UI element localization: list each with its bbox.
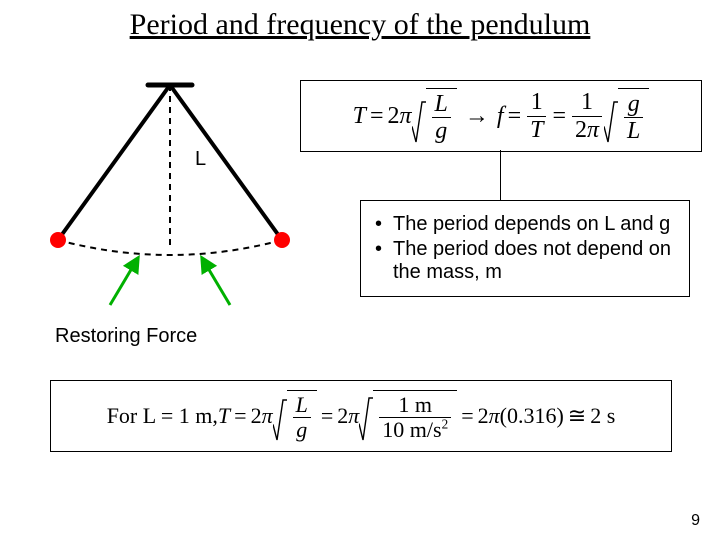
restoring-arrow-left (110, 258, 138, 305)
restoring-force-label: Restoring Force (55, 325, 197, 348)
pendulum-svg (30, 70, 310, 330)
connector-line (500, 150, 501, 200)
restoring-arrow-right (202, 258, 230, 305)
page-number: 9 (691, 512, 700, 530)
slide-title: Period and frequency of the pendulum (0, 8, 720, 42)
note-bullet: •The period depends on L and g (375, 213, 675, 236)
length-label: L (195, 148, 206, 171)
bob-left (50, 232, 66, 248)
notes-box: •The period depends on L and g•The perio… (360, 200, 690, 297)
string-right (170, 85, 282, 240)
formula-example: For L = 1 m, T=2πLg=2π1 m10 m/s2=2π(0.31… (50, 380, 672, 452)
bob-right (274, 232, 290, 248)
pendulum-diagram (30, 70, 310, 330)
note-bullet: •The period does not depend on the mass,… (375, 238, 675, 284)
formula-period-frequency: T=2πLg→f=1T=12πgL (300, 80, 702, 152)
string-left (58, 85, 170, 240)
